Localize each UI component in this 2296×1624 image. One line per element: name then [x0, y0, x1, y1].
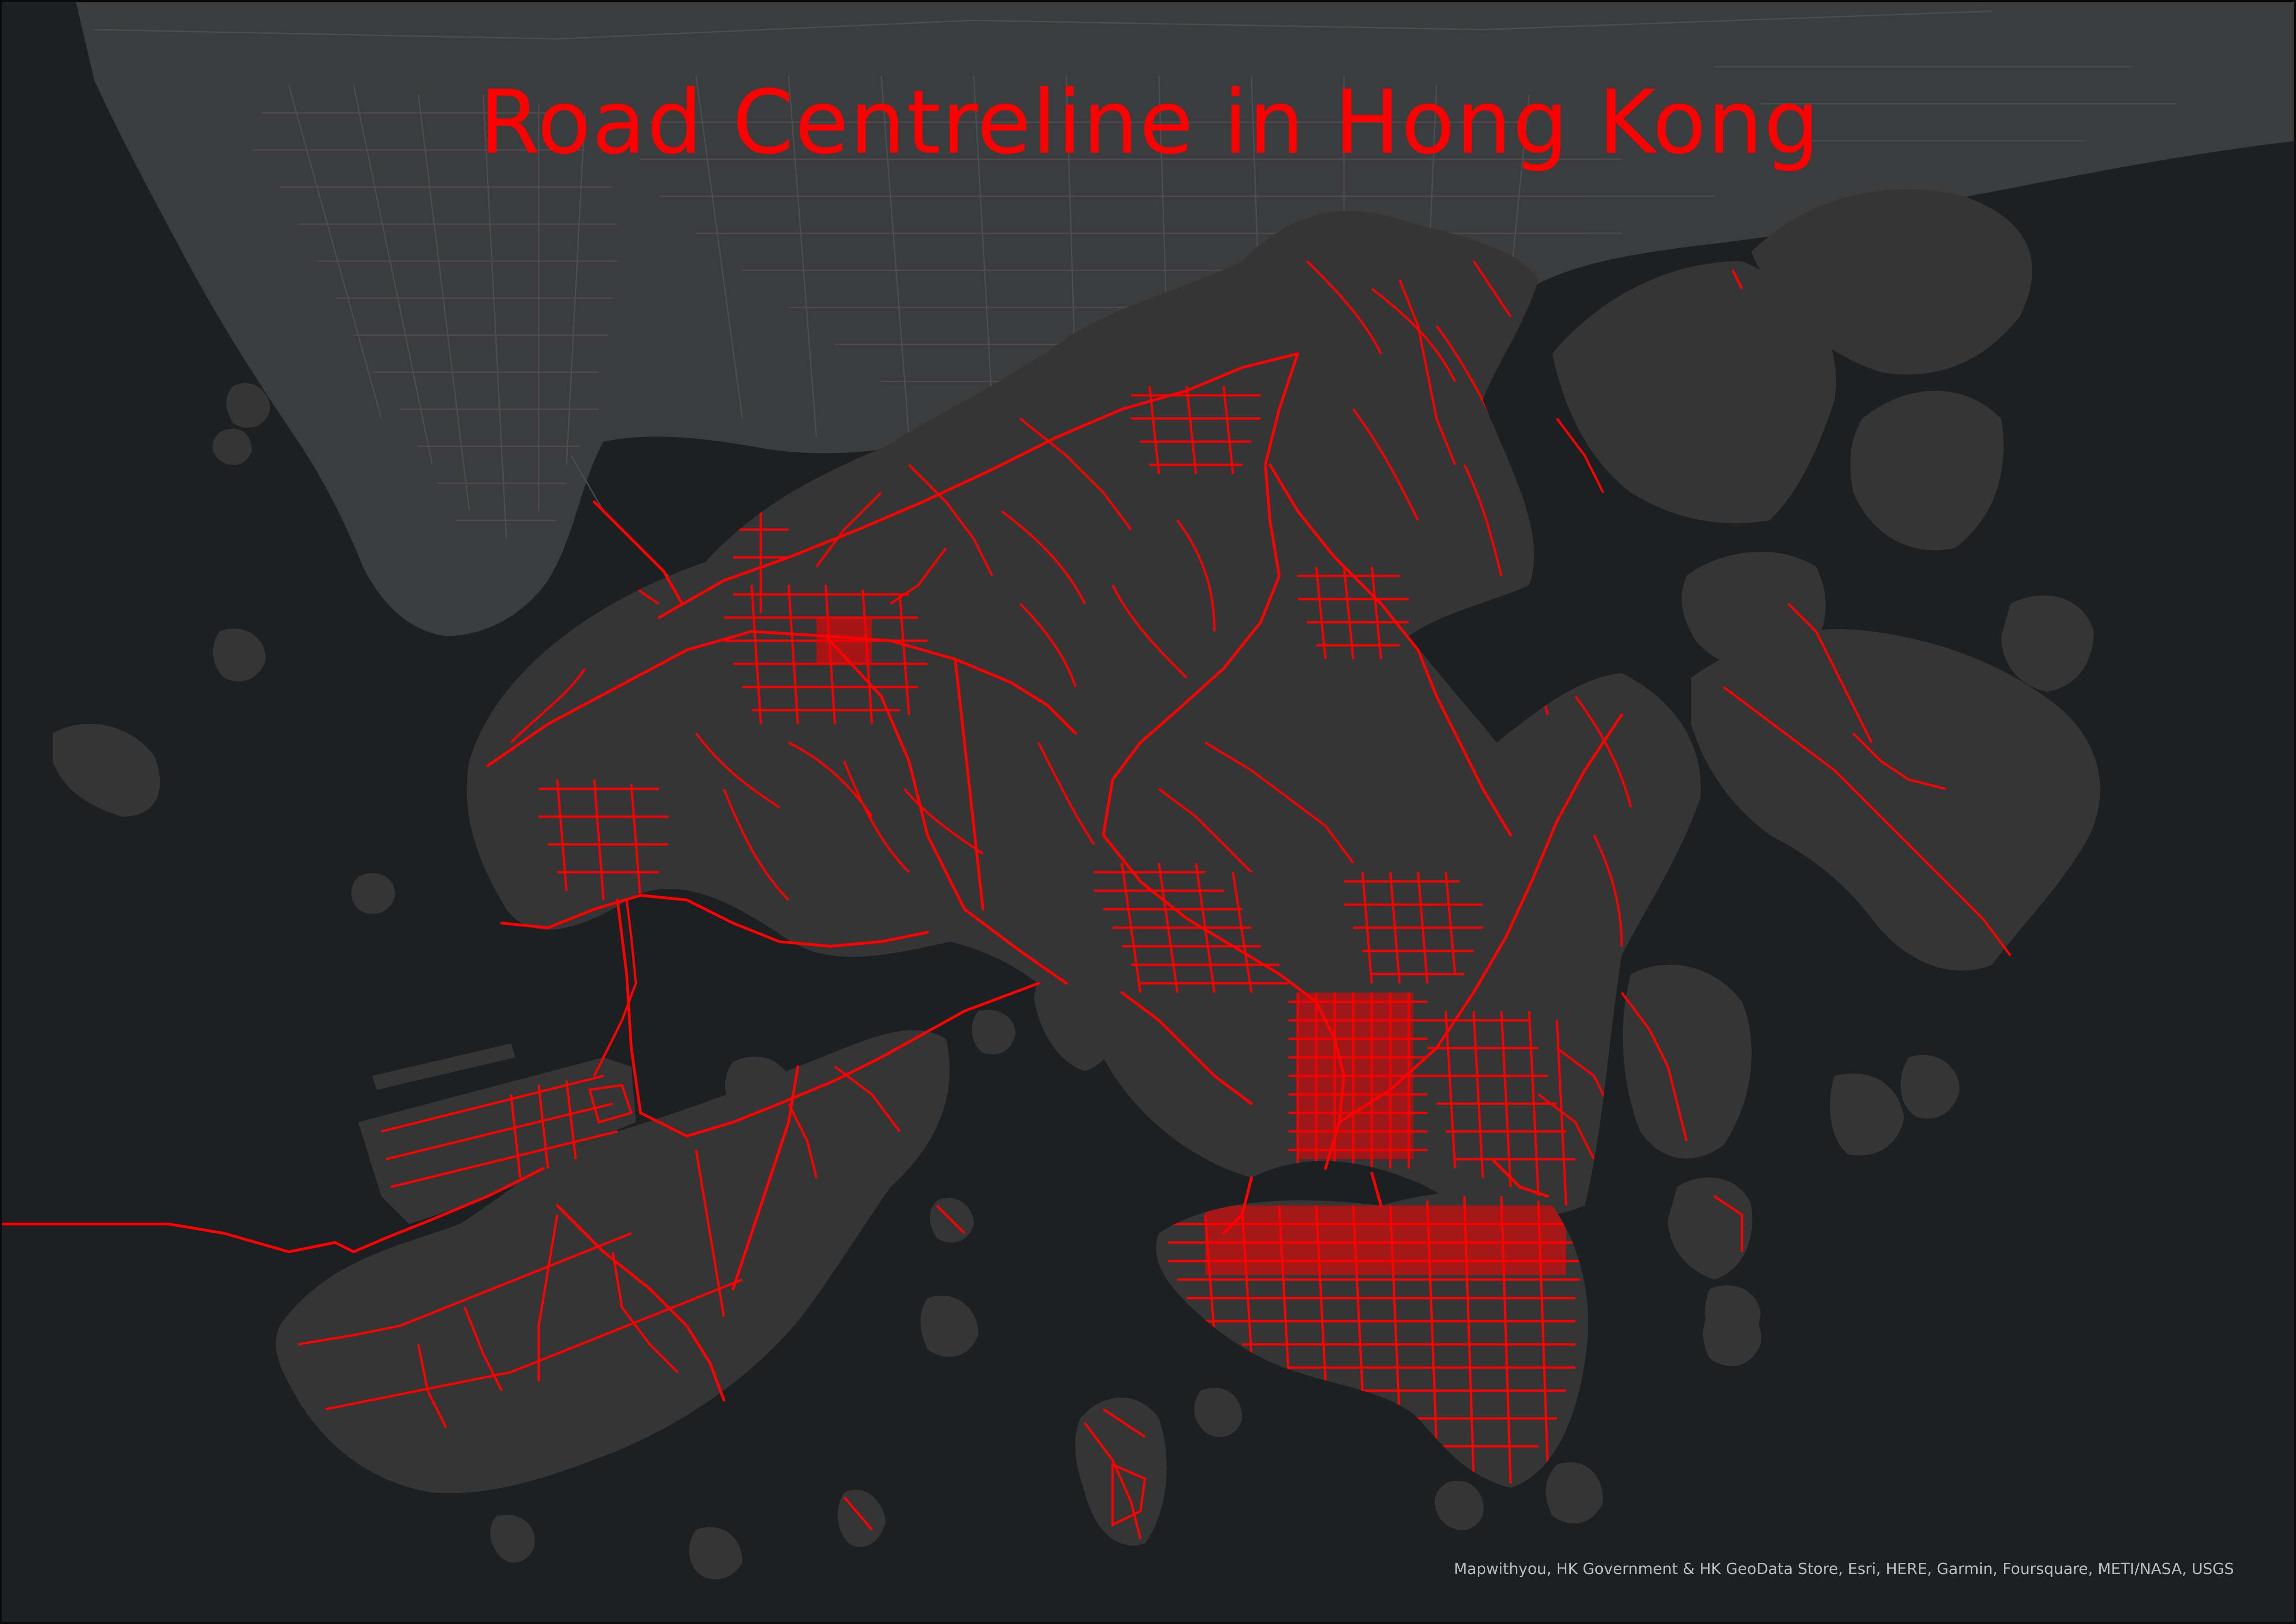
- airport-roads: [381, 899, 637, 1188]
- mainland-streets: [94, 10, 2177, 614]
- map-title: Road Centreline in Hong Kong: [479, 71, 1821, 174]
- land-new-territories: [467, 211, 1701, 1218]
- land-airport: [358, 1057, 636, 1224]
- map-attribution: Mapwithyou, HK Government & HK GeoData S…: [1454, 1560, 2234, 1578]
